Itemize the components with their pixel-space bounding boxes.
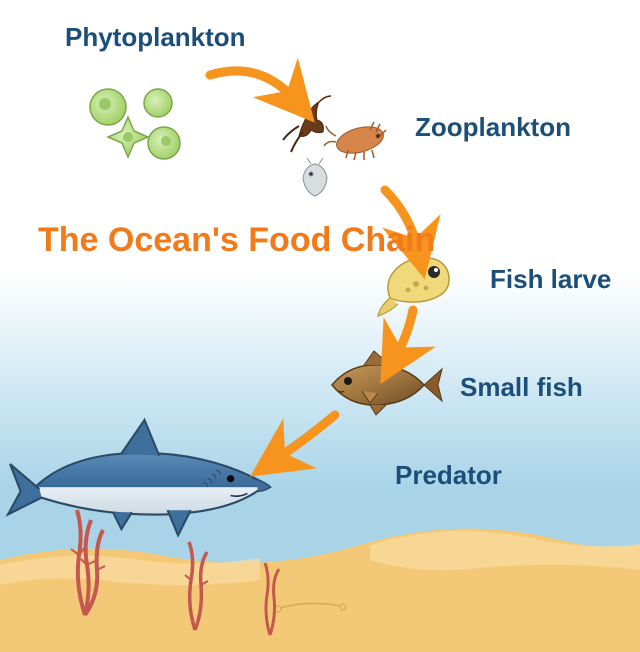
arrow-phyto-zoo <box>210 71 295 100</box>
phytoplankton-icon <box>90 89 180 159</box>
arrow-larve-small <box>395 310 413 358</box>
label-predator: Predator <box>395 460 502 491</box>
zooplankton-icon <box>283 96 386 196</box>
label-fish-larve: Fish larve <box>490 264 611 295</box>
arrow-small-predator <box>275 415 335 460</box>
predator-icon <box>8 420 271 536</box>
diagram-title: The Ocean's Food Chain <box>38 220 435 261</box>
label-phytoplankton: Phytoplankton <box>65 22 246 53</box>
small-fish-icon <box>332 351 442 415</box>
label-zooplankton: Zooplankton <box>415 112 571 143</box>
diagram-canvas <box>0 0 640 652</box>
label-small-fish: Small fish <box>460 372 583 403</box>
